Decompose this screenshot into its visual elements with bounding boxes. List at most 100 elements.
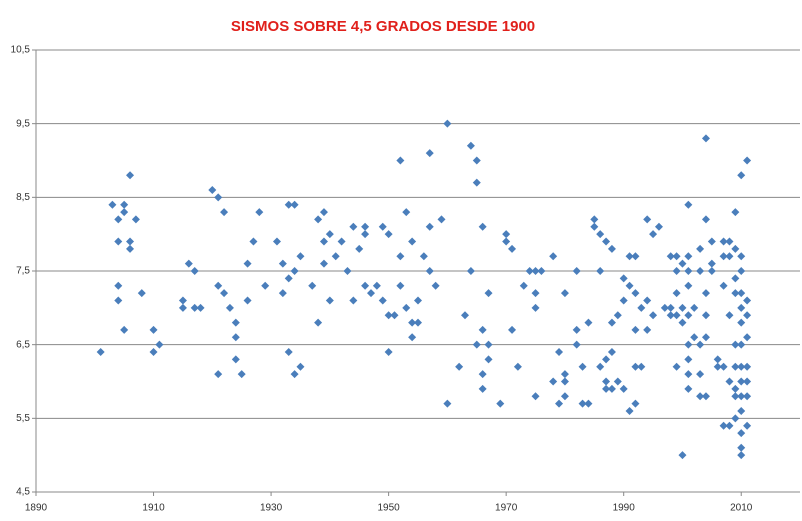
point — [220, 289, 229, 298]
point — [737, 289, 746, 298]
point — [390, 311, 399, 320]
point — [478, 325, 487, 334]
x-tick-label: 2010 — [730, 503, 753, 514]
point — [672, 252, 681, 261]
point — [284, 274, 293, 283]
point — [613, 377, 622, 386]
point — [314, 318, 323, 327]
point — [261, 281, 270, 290]
point — [631, 289, 640, 298]
point — [602, 377, 611, 386]
point — [255, 208, 264, 217]
point — [478, 222, 487, 231]
point — [572, 267, 581, 275]
point — [737, 252, 746, 261]
point — [284, 348, 293, 357]
point — [596, 362, 605, 371]
point — [214, 370, 223, 379]
point — [707, 237, 716, 246]
point — [425, 149, 434, 158]
y-tick-label: 7,5 — [16, 266, 30, 277]
point — [220, 208, 229, 217]
point — [660, 303, 669, 312]
point — [120, 200, 129, 209]
y-tick-label: 5,5 — [16, 413, 30, 424]
point — [243, 259, 252, 268]
point — [643, 215, 652, 224]
point — [619, 296, 628, 305]
point — [396, 281, 405, 290]
point — [737, 392, 746, 401]
y-tick-label: 8,5 — [16, 192, 30, 203]
point — [572, 325, 581, 334]
point — [555, 348, 564, 357]
point — [584, 318, 593, 327]
point — [208, 185, 217, 194]
point — [743, 421, 752, 430]
point — [737, 362, 746, 371]
point — [120, 325, 129, 334]
point — [713, 355, 722, 364]
x-tick-label: 1910 — [142, 503, 165, 514]
point — [666, 252, 675, 261]
point — [696, 244, 705, 253]
point — [531, 303, 540, 312]
point — [737, 267, 746, 275]
point — [190, 267, 199, 275]
y-tick-label: 10,5 — [11, 45, 31, 56]
point — [184, 259, 193, 268]
point — [131, 215, 140, 224]
point — [643, 325, 652, 334]
point — [155, 340, 164, 349]
point — [731, 244, 740, 253]
point — [560, 377, 569, 386]
point — [537, 267, 546, 275]
point — [325, 296, 334, 305]
point — [437, 215, 446, 224]
point — [396, 252, 405, 261]
point — [737, 443, 746, 452]
point — [531, 267, 540, 275]
point — [378, 296, 387, 305]
point — [731, 414, 740, 423]
point — [178, 303, 187, 312]
x-tick-label: 1950 — [377, 503, 400, 514]
point — [502, 230, 511, 239]
point — [484, 289, 493, 298]
point — [731, 340, 740, 349]
point — [731, 362, 740, 371]
point — [607, 348, 616, 357]
point — [314, 215, 323, 224]
point — [684, 384, 693, 393]
point — [319, 259, 328, 268]
point — [672, 311, 681, 320]
point — [696, 267, 705, 275]
point — [560, 392, 569, 401]
point — [284, 200, 293, 209]
point — [725, 237, 734, 246]
point — [126, 237, 135, 246]
point — [531, 289, 540, 298]
point — [114, 215, 123, 224]
point — [425, 267, 434, 275]
point — [649, 311, 658, 320]
point — [496, 399, 505, 408]
point — [408, 333, 417, 342]
point — [731, 384, 740, 393]
point — [572, 340, 581, 349]
point — [607, 384, 616, 393]
point — [243, 296, 252, 305]
point — [196, 303, 205, 312]
point — [513, 362, 522, 371]
point — [590, 222, 599, 231]
point — [472, 156, 481, 165]
point — [684, 355, 693, 364]
point — [684, 370, 693, 379]
point — [737, 318, 746, 327]
point — [684, 311, 693, 320]
point — [319, 237, 328, 246]
point — [508, 244, 517, 253]
point — [296, 362, 305, 371]
point — [484, 340, 493, 349]
